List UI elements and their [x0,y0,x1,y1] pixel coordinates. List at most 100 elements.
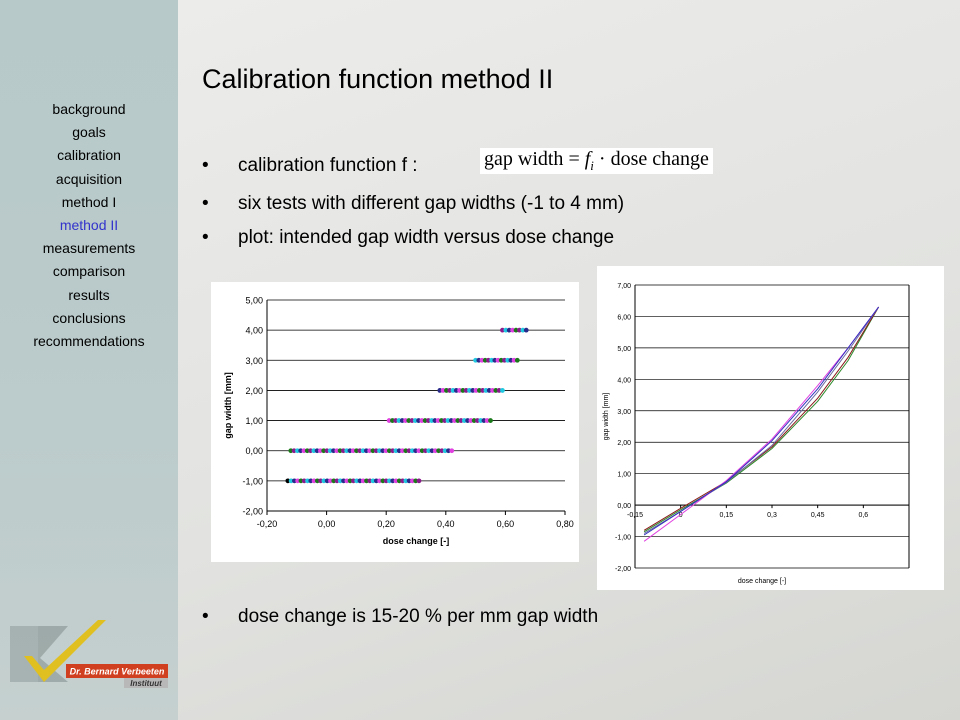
data-point [363,448,369,454]
data-point [340,448,346,454]
y-tick-label: 6,00 [617,314,631,321]
data-point [347,448,353,454]
data-point [440,388,446,393]
line-chart-svg: -2,00 -1,00 0,00 1,00 2,00 3,00 4,00 5,00 6,00 7,… [603,283,910,585]
data-point [301,448,307,454]
data-point [380,448,386,454]
series-line [643,306,880,542]
data-point [423,448,428,454]
data-point [383,448,389,454]
y-tick-label: 5,00 [617,346,631,353]
data-point [429,448,435,454]
sidebar-item-comparison[interactable]: comparison [52,263,126,280]
sidebar-nav: background goals calibration acquisition met… [0,98,178,353]
data-point [413,448,419,454]
data-point [442,448,448,454]
data-point [437,388,443,393]
y-tick-label: 1,00 [617,472,631,479]
data-point [463,388,469,393]
sidebar-item-method-ii[interactable]: method II [59,217,119,234]
data-point [396,448,402,454]
data-point [334,448,340,454]
data-point [449,448,455,454]
data-point [432,448,438,454]
logo-text-line2: Instituut [130,679,162,688]
scatter-chart-svg: -2,00 -1,00 0,00 1,00 2,00 3,00 4,00 5,00 -0,20 0… [223,296,574,547]
data-point [344,448,350,454]
data-point [514,357,520,363]
data-point [473,388,479,393]
x-tick-label: 0,15 [720,512,734,519]
sidebar-item-calibration[interactable]: calibration [57,147,121,164]
data-point [386,448,392,454]
data-point [350,448,356,454]
sidebar-item-results[interactable]: results [68,286,110,303]
series-line [643,306,880,536]
y-tick-label: 0,00 [617,503,631,510]
data-point [436,448,442,454]
y-tick-label: 7,00 [617,283,631,290]
bullet-text: plot: intended gap width versus dose cha… [238,227,615,248]
data-point [367,448,373,454]
data-point [419,448,425,454]
sidebar-item-background[interactable]: background [52,101,126,117]
series-line [643,306,880,531]
sidebar-item-goals[interactable]: goals [72,124,106,141]
data-point [360,448,366,454]
data-point [400,448,405,454]
data-point [496,388,502,393]
data-point [490,388,495,393]
y-tick-label: -1,00 [242,476,263,486]
x-tick-label: 0,6 [858,512,868,519]
data-point [446,448,451,454]
data-point [354,448,359,454]
bullet-item: • six tests with different gap widths (-1… [202,193,625,214]
data-point [444,388,449,393]
x-tick-label: 0,45 [811,512,825,519]
line-chart: -2,00 -1,00 0,00 1,00 2,00 3,00 4,00 5,00 6,00 7,… [597,266,944,590]
y-tick-label: -2,00 [242,507,263,517]
y-axis-label: gap width [mm] [223,372,233,439]
sidebar-item-recommendations[interactable]: recommendations [33,333,145,350]
data-point [327,448,333,454]
data-point [476,388,482,393]
bullet-text: dose change is 15-20 % per mm gap width [238,606,599,627]
data-point [486,388,492,393]
data-point [500,388,505,393]
data-point [308,448,313,454]
data-point [447,388,453,393]
data-point [416,478,422,484]
data-point [403,448,409,454]
data-point [295,448,300,454]
sidebar-item-acquisition[interactable]: acquisition [55,170,123,187]
data-point [483,388,489,393]
data-point [321,448,327,454]
bullet-item: • plot: intended gap width versus dose ch… [202,227,615,248]
sidebar-item-method-i[interactable]: method I [61,193,117,210]
data-point [288,448,294,454]
data-point [457,388,463,393]
verbeeten-logo: Dr. Bernard Verbeeten Instituut [10,620,168,688]
data-point [324,448,330,454]
data-point [298,448,304,454]
data-point [357,448,363,454]
data-point [337,448,343,454]
data-point [467,388,472,393]
data-point [377,448,382,454]
x-tick-label: 0 [679,512,683,519]
scatter-chart: -2,00 -1,00 0,00 1,00 2,00 3,00 4,00 5,00 -0,20 0… [211,282,579,562]
data-point [390,448,396,454]
sidebar-item-conclusions[interactable]: conclusions [52,309,126,326]
data-point [500,327,505,333]
data-point [331,448,336,454]
logo-text-line1: Dr. Bernard Verbeeten [70,667,165,677]
y-tick-label: 3,00 [245,356,263,366]
data-point [517,327,522,333]
bullet-text: calibration function f : [238,155,418,176]
x-tick-label: -0,15 [627,512,643,519]
data-point [370,448,376,454]
sidebar-item-measurements[interactable]: measurements [42,240,136,257]
data-point [460,388,466,393]
y-tick-label: 4,00 [617,377,631,384]
bullet-item: • dose change is 15-20 % per mm gap width [202,606,599,627]
